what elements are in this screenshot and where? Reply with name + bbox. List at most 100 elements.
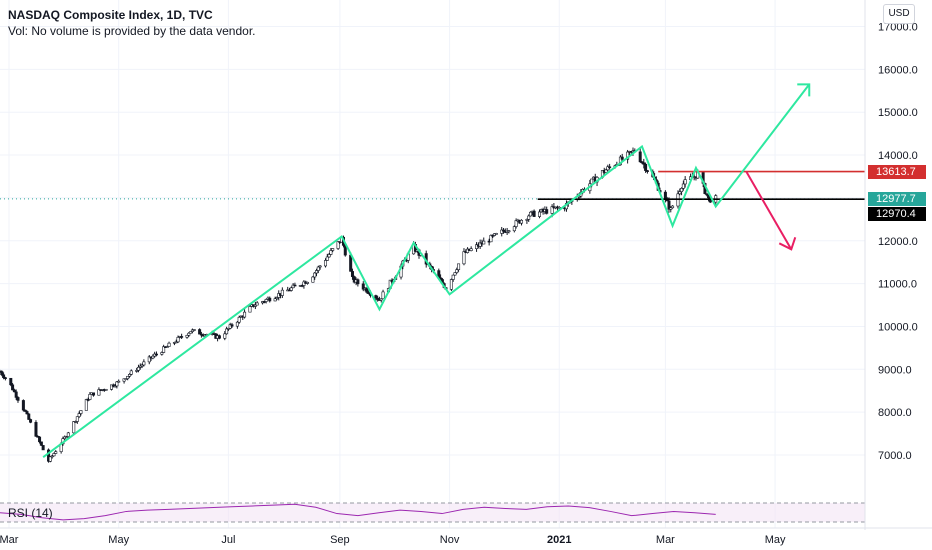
candle-body [527, 215, 531, 220]
candle-body [138, 365, 142, 368]
candle-body [65, 436, 69, 438]
candle-body [306, 281, 310, 284]
candle-body [2, 374, 6, 378]
volume-note: Vol: No volume is provided by the data v… [8, 24, 256, 38]
candle-body [142, 361, 146, 366]
candle-body [50, 455, 54, 458]
candle-body [293, 284, 297, 287]
candle-body [529, 211, 533, 217]
candle-body [356, 279, 360, 285]
candle-body [226, 327, 230, 330]
candle-body [300, 285, 304, 287]
candle-body [538, 211, 542, 217]
candle-body [151, 355, 155, 359]
candle-body [669, 207, 673, 210]
candle-body [199, 333, 203, 336]
candle-body [331, 248, 335, 251]
candle-body [72, 421, 76, 434]
candle-body [663, 191, 667, 199]
candle-body [644, 164, 648, 171]
candle-body [154, 353, 158, 356]
candle-body [34, 422, 38, 437]
candle-body [162, 346, 166, 353]
candle-body [88, 394, 92, 400]
candle-body [500, 229, 504, 234]
candle-body [16, 397, 20, 401]
candle-body [379, 298, 383, 301]
candle-body [127, 374, 131, 377]
y-axis: 7000.0 8000.0 9000.0 10000.0 11000.0 12000.0 1… [864, 0, 918, 530]
candle-body [48, 456, 52, 462]
candle-body [604, 169, 608, 173]
candle-body [365, 287, 369, 293]
price-label-current: 12977.7 [868, 192, 926, 206]
candle-body [117, 380, 121, 383]
currency-button[interactable]: USD [883, 4, 915, 24]
level-lines [537, 170, 865, 200]
candle-body [253, 304, 257, 307]
candle-body [230, 324, 234, 327]
rsi-label: RSI (14) [8, 506, 53, 520]
candle-body [512, 226, 516, 232]
candle-body [642, 162, 646, 165]
candle-body [606, 166, 610, 171]
candle-body [280, 289, 284, 296]
candle-body [124, 378, 128, 380]
x-tick-label: Mar [0, 534, 19, 546]
candle-body [671, 205, 675, 209]
candle-body [75, 416, 79, 422]
candle-body [86, 399, 90, 401]
candle-body [361, 283, 365, 290]
candle-body [705, 193, 709, 196]
x-tick-label: May [108, 534, 129, 546]
candle-body [140, 364, 144, 367]
candle-body [54, 451, 58, 454]
candle-body [318, 265, 322, 268]
candle-body [104, 389, 108, 391]
candle-body [122, 378, 126, 382]
candle-body [489, 235, 493, 243]
candle-body [115, 381, 119, 387]
candle-body [147, 356, 151, 363]
candle-body [255, 302, 259, 306]
candle-body [25, 411, 29, 415]
candle-body [136, 366, 140, 371]
candle-body [374, 295, 378, 299]
price-label-resistance: 13613.7 [868, 165, 926, 179]
candle-body [376, 297, 380, 300]
x-tick-label: Sep [330, 534, 350, 546]
candle-body [12, 389, 16, 393]
pattern-line [42, 83, 811, 458]
candle-body [316, 266, 320, 271]
rsi-line [0, 503, 716, 521]
arrow-down-head [778, 237, 797, 251]
y-tick-label: 12000.0 [878, 236, 918, 248]
candle-body [167, 342, 171, 347]
candle-body [174, 341, 178, 344]
candle-body [198, 329, 202, 335]
candle-body [608, 166, 612, 169]
grid-lines [0, 0, 865, 528]
x-axis: Mar May Jul Sep Nov 2021 Mar May [0, 527, 932, 546]
candle-body [235, 321, 239, 327]
candle-body [645, 170, 649, 172]
candle-body [176, 336, 180, 343]
candle-body [225, 328, 229, 335]
candle-body [189, 331, 193, 334]
candle-body [557, 206, 561, 209]
candle-body [667, 200, 671, 210]
candle-body [514, 220, 518, 227]
candle-body [367, 292, 371, 294]
candle-body [681, 183, 685, 189]
candle-body [74, 421, 78, 423]
candle-body [237, 316, 241, 323]
candle-body [129, 370, 133, 375]
candle-body [243, 311, 247, 318]
candle-body [9, 377, 13, 386]
candle-body [135, 370, 139, 372]
candle-body [11, 384, 15, 391]
candle-body [23, 409, 27, 412]
candle-body [381, 291, 385, 300]
candle-body [126, 375, 130, 379]
